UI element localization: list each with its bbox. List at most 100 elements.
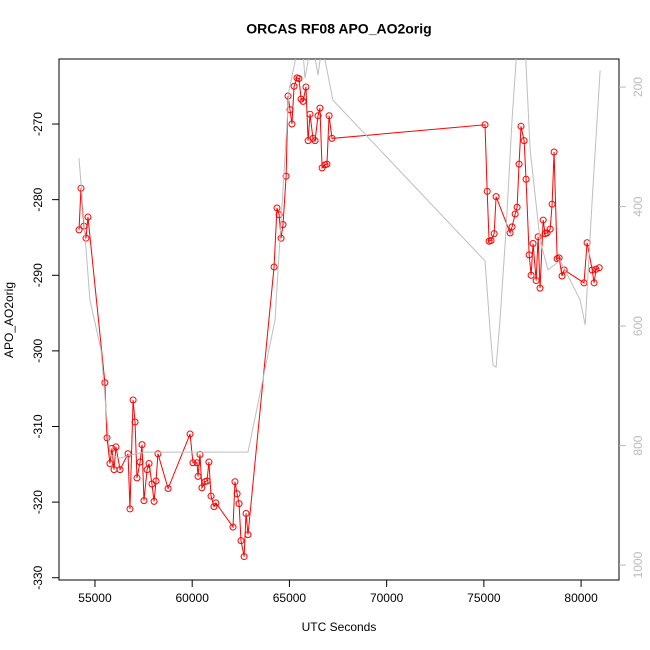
y-tick-label: -280: [31, 187, 45, 211]
data-point: [231, 478, 239, 486]
data-point: [145, 460, 153, 468]
data-point: [286, 106, 294, 114]
data-point: [244, 531, 252, 539]
data-point: [133, 474, 141, 482]
y-tick-label: -300: [31, 339, 45, 363]
data-point: [275, 211, 283, 219]
data-point: [588, 266, 596, 274]
data-point: [511, 210, 519, 218]
data-point: [150, 497, 158, 505]
data-point: [517, 122, 525, 130]
data-point: [84, 213, 92, 221]
data-point: [481, 121, 489, 129]
data-point: [546, 225, 554, 233]
data-point: [539, 216, 547, 224]
data-point: [136, 458, 144, 466]
data-point: [140, 497, 148, 505]
data-point: [302, 83, 310, 91]
x-tick-label: 60000: [176, 591, 210, 605]
data-line: [78, 59, 601, 459]
y2-tick-label: 400: [631, 196, 645, 216]
data-point: [207, 492, 215, 500]
data-point: [126, 505, 134, 513]
x-tick-label: 80000: [564, 591, 598, 605]
data-point: [508, 223, 516, 231]
data-point: [237, 537, 245, 545]
data-point: [288, 120, 296, 128]
data-point: [194, 472, 202, 480]
data-point: [513, 203, 521, 211]
data-point: [299, 97, 307, 105]
data-point: [205, 458, 213, 466]
data-point: [112, 443, 120, 451]
y2-tick-label: 800: [631, 435, 645, 455]
x-axis-label: UTC Seconds: [302, 620, 377, 634]
data-point: [233, 490, 241, 498]
data-point: [242, 509, 250, 517]
data-point: [101, 379, 109, 387]
data-point: [590, 279, 598, 287]
data-point: [316, 104, 324, 112]
y2-tick-label: 1000: [631, 551, 645, 578]
data-point: [297, 95, 305, 103]
data-point: [203, 477, 211, 485]
data-point: [506, 229, 514, 237]
chart-title: ORCAS RF08 APO_AO2orig: [246, 21, 431, 37]
data-point: [548, 200, 556, 208]
data-point: [138, 441, 146, 449]
y-tick-label: -290: [31, 263, 45, 287]
data-point: [210, 503, 218, 511]
data-point: [328, 134, 336, 142]
data-point: [529, 240, 537, 248]
data-point: [306, 110, 314, 118]
data-point: [186, 430, 194, 438]
data-point: [82, 234, 90, 242]
data-point: [116, 466, 124, 474]
data-point: [196, 450, 204, 458]
data-point: [314, 112, 322, 120]
data-point: [527, 271, 535, 279]
data-point: [325, 112, 333, 120]
y-tick-label: -310: [31, 414, 45, 438]
x-tick-label: 70000: [370, 591, 404, 605]
data-point: [290, 82, 298, 90]
y-tick-label: -270: [31, 112, 45, 136]
data-point: [193, 459, 201, 467]
data-point: [129, 396, 137, 404]
plot-frame: [58, 58, 620, 581]
data-point: [483, 187, 491, 195]
data-point: [595, 264, 603, 272]
data-point: [154, 450, 162, 458]
data-point: [189, 459, 197, 467]
data-point: [124, 450, 132, 458]
data-point: [143, 466, 151, 474]
data-point: [490, 230, 498, 238]
x-tick-label: 55000: [78, 591, 112, 605]
data-point: [198, 484, 206, 492]
data-point: [580, 279, 588, 287]
data-point: [270, 263, 278, 271]
data-point: [311, 137, 319, 145]
data-point: [131, 418, 139, 426]
data-point: [103, 434, 111, 442]
data-point: [279, 221, 287, 229]
data-point: [515, 160, 523, 168]
data-point: [295, 75, 303, 83]
plot-area: [75, 59, 603, 561]
data-point: [534, 233, 542, 241]
data-point: [525, 251, 533, 259]
data-point: [492, 193, 500, 201]
data-point: [560, 266, 568, 274]
data-point: [536, 284, 544, 292]
x-tick-label: 75000: [467, 591, 501, 605]
data-point: [152, 477, 160, 485]
data-point: [277, 234, 285, 242]
data-point: [273, 204, 281, 212]
y2-tick-label: 600: [631, 316, 645, 336]
data-point: [323, 160, 331, 168]
data-point: [235, 500, 243, 508]
data-point: [106, 460, 114, 468]
data-point: [240, 553, 248, 561]
